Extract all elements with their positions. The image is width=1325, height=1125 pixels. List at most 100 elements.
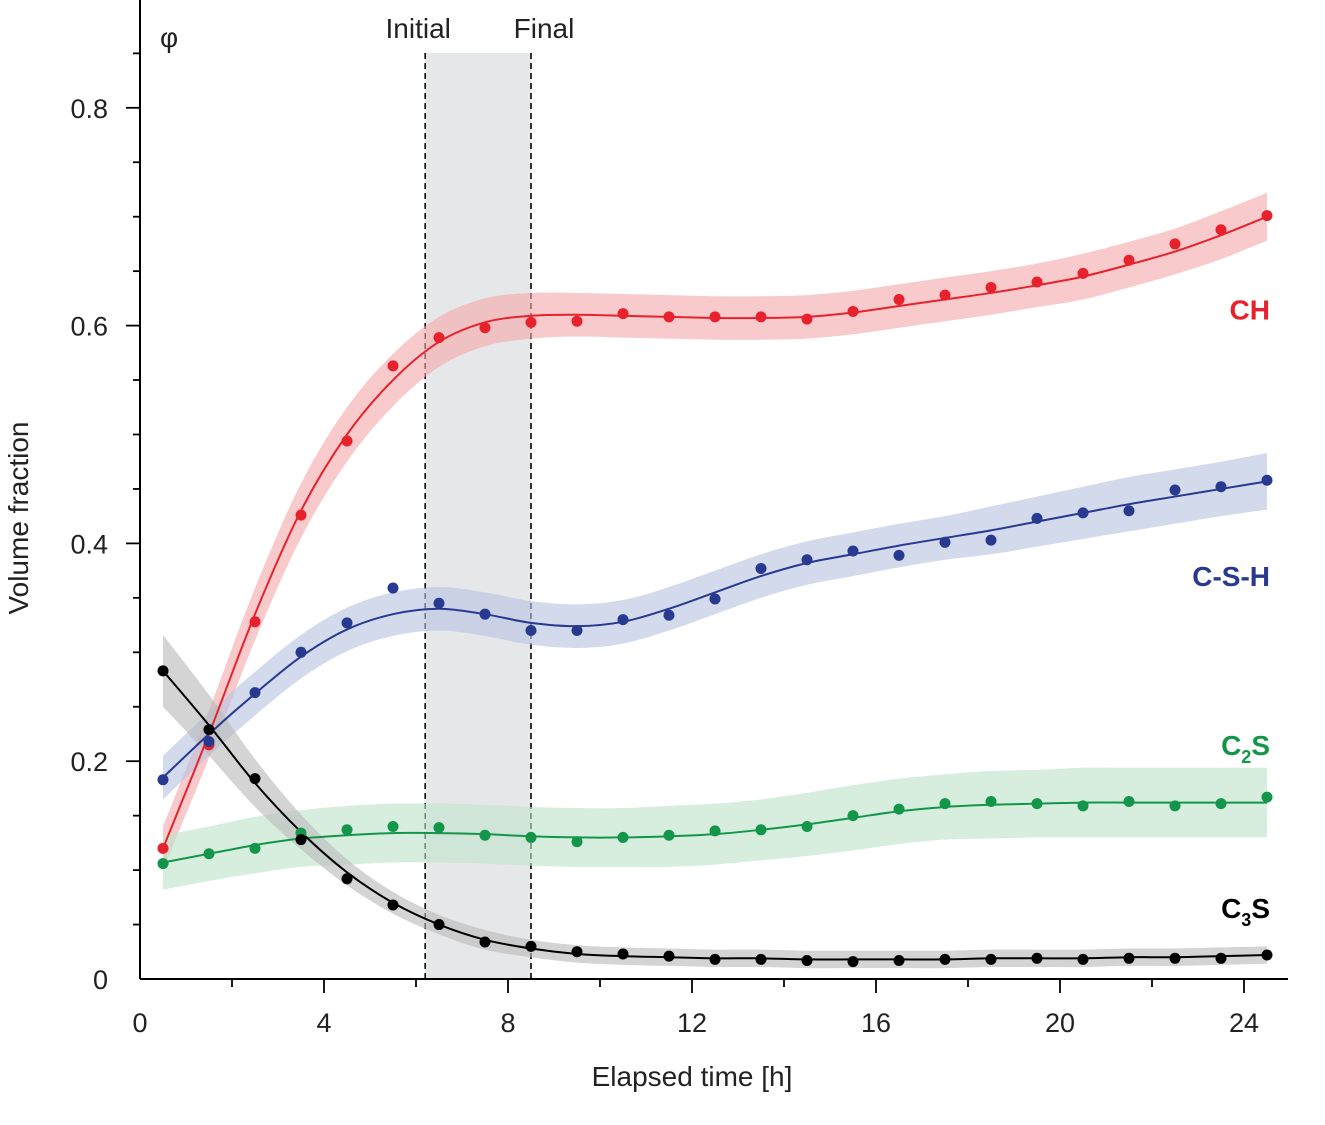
point-ch <box>1031 276 1043 288</box>
point-csh <box>847 545 859 557</box>
axes-layer: 0 0.2 0.4 0.6 0.8 0 4 8 12 16 20 24 <box>70 0 1288 1038</box>
point-cs <box>525 831 537 843</box>
point-csh <box>571 625 583 637</box>
point-csh <box>387 582 399 594</box>
point-csh <box>525 625 537 637</box>
y-tick-label: 0.4 <box>70 529 108 559</box>
point-csh <box>1123 505 1135 517</box>
point-csh <box>295 646 307 658</box>
point-ch <box>571 315 583 327</box>
final-setting-label: Final <box>514 13 575 44</box>
point-cs <box>709 825 721 837</box>
point-csh <box>479 608 491 620</box>
point-cs <box>1077 953 1089 965</box>
point-ch <box>801 313 813 325</box>
point-ch <box>847 305 859 317</box>
y-tick-label: 0.6 <box>70 312 108 342</box>
point-csh <box>1215 481 1227 493</box>
point-ch <box>617 308 629 320</box>
x-tick-label: 24 <box>1229 1008 1259 1038</box>
point-ch <box>157 842 169 854</box>
point-ch <box>479 322 491 334</box>
point-cs <box>249 773 261 785</box>
point-csh <box>939 536 951 548</box>
series-label-csh: C-S-H <box>1192 561 1270 592</box>
point-ch <box>341 435 353 447</box>
point-cs <box>571 946 583 958</box>
point-ch <box>1261 210 1273 222</box>
point-csh <box>341 617 353 629</box>
point-cs <box>571 836 583 848</box>
point-cs <box>1077 800 1089 812</box>
point-cs <box>1215 798 1227 810</box>
point-ch <box>525 316 537 328</box>
point-cs <box>801 821 813 833</box>
point-cs <box>157 665 169 677</box>
fit-line-ch <box>162 215 1268 849</box>
point-cs <box>295 834 307 846</box>
point-csh <box>617 614 629 626</box>
point-cs <box>1031 798 1043 810</box>
point-ch <box>893 293 905 305</box>
point-csh <box>433 597 445 609</box>
point-cs <box>1123 795 1135 807</box>
point-ch <box>433 332 445 344</box>
y-axis-symbol: φ <box>160 22 178 53</box>
point-cs <box>341 873 353 885</box>
point-cs <box>1215 952 1227 964</box>
point-cs <box>755 824 767 836</box>
point-cs <box>939 798 951 810</box>
point-cs <box>203 724 215 736</box>
point-cs <box>801 954 813 966</box>
y-axis-title: Volume fraction <box>3 422 34 615</box>
point-ch <box>755 311 767 323</box>
point-csh <box>1031 512 1043 524</box>
point-cs <box>387 821 399 833</box>
x-tick-label: 20 <box>1045 1008 1075 1038</box>
point-csh <box>249 687 261 699</box>
point-cs <box>617 831 629 843</box>
y-tick-label: 0.2 <box>70 747 108 777</box>
band-csh <box>163 453 1267 800</box>
point-csh <box>663 609 675 621</box>
point-cs <box>1169 952 1181 964</box>
point-ch <box>387 360 399 372</box>
point-ch <box>663 311 675 323</box>
series-label-ch: CH <box>1230 294 1270 325</box>
point-ch <box>1169 238 1181 250</box>
point-ch <box>1077 267 1089 279</box>
point-cs <box>341 824 353 836</box>
x-tick-label: 12 <box>677 1008 707 1038</box>
point-cs <box>1261 791 1273 803</box>
point-cs <box>387 899 399 911</box>
point-cs <box>1031 952 1043 964</box>
point-cs <box>709 953 721 965</box>
x-axis-title: Elapsed time [h] <box>592 1061 793 1092</box>
series-label-cs: C2S <box>1221 730 1270 767</box>
point-cs <box>157 858 169 870</box>
point-ch <box>709 311 721 323</box>
point-cs <box>939 953 951 965</box>
point-ch <box>295 509 307 521</box>
y-tick-label: 0.8 <box>70 94 108 124</box>
point-csh <box>1077 507 1089 519</box>
point-csh <box>755 562 767 574</box>
point-cs <box>893 954 905 966</box>
point-cs <box>479 829 491 841</box>
point-cs <box>617 948 629 960</box>
point-csh <box>709 593 721 605</box>
point-csh <box>893 549 905 561</box>
x-tick-label: 0 <box>132 1008 147 1038</box>
point-cs <box>1123 952 1135 964</box>
point-cs <box>525 940 537 952</box>
point-cs <box>663 950 675 962</box>
point-cs <box>249 842 261 854</box>
band-ch <box>163 192 1267 871</box>
point-cs <box>985 795 997 807</box>
point-cs <box>433 822 445 834</box>
point-ch <box>939 289 951 301</box>
point-cs <box>893 803 905 815</box>
point-cs <box>847 810 859 822</box>
point-cs <box>433 919 445 931</box>
